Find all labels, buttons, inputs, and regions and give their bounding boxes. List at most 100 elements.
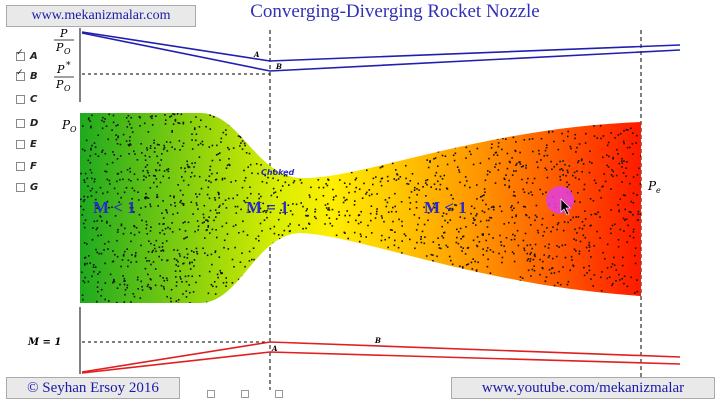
gas-particle [619, 228, 622, 231]
gas-particle [262, 210, 264, 213]
gas-particle [265, 113, 267, 116]
gas-particle [393, 151, 395, 154]
gas-particle [577, 160, 580, 162]
gas-particle [615, 269, 618, 271]
checkbox-c[interactable] [16, 95, 25, 104]
gas-particle [250, 192, 252, 195]
checkbox-b[interactable] [16, 68, 25, 81]
gas-particle [526, 259, 529, 262]
gas-particle [306, 133, 308, 136]
gas-particle [292, 239, 295, 242]
gas-particle [280, 209, 282, 211]
gas-particle [186, 236, 188, 238]
gas-particle [357, 222, 360, 225]
gas-particle [441, 235, 443, 237]
gas-particle [163, 146, 166, 149]
gas-particle [303, 164, 305, 167]
gas-particle [410, 296, 412, 298]
option-e[interactable]: E [16, 139, 37, 150]
gas-particle [199, 142, 202, 145]
gas-particle [302, 279, 305, 281]
gas-particle [235, 212, 238, 214]
gas-particle [89, 169, 92, 171]
gas-particle [367, 253, 369, 256]
gas-particle [519, 163, 522, 165]
gas-particle [102, 192, 104, 195]
gas-particle [142, 179, 145, 181]
checkbox-f[interactable] [16, 162, 25, 171]
gas-particle [621, 157, 623, 160]
checkbox-a[interactable] [16, 48, 25, 61]
gas-particle [330, 266, 333, 269]
gas-particle [175, 276, 177, 278]
gas-particle [342, 292, 345, 295]
control-box-3[interactable] [275, 390, 283, 398]
control-box-1[interactable] [207, 390, 215, 398]
gas-particle [215, 285, 218, 288]
gas-particle [455, 204, 457, 207]
gas-particle [475, 224, 477, 226]
gas-particle [590, 278, 592, 280]
gas-particle [334, 121, 337, 124]
gas-particle [427, 131, 430, 134]
gas-particle [355, 186, 357, 189]
gas-particle [239, 299, 242, 302]
gas-particle [148, 174, 151, 177]
gas-particle [216, 212, 218, 214]
gas-particle [171, 130, 173, 132]
option-c[interactable]: C [16, 94, 37, 105]
checkbox-e[interactable] [16, 140, 25, 149]
gas-particle [371, 155, 374, 158]
gas-particle [624, 219, 626, 221]
gas-particle [522, 188, 524, 191]
gas-particle [401, 258, 404, 261]
checkbox-d[interactable] [16, 119, 25, 128]
gas-particle [516, 297, 519, 300]
gas-particle [548, 121, 551, 124]
gas-particle [113, 278, 115, 281]
gas-particle [559, 168, 561, 171]
gas-particle [573, 248, 576, 251]
ratio-star-den-sub: O [64, 84, 71, 93]
checkbox-g[interactable] [16, 183, 25, 192]
gas-particle [617, 153, 619, 155]
gas-particle [330, 157, 332, 159]
gas-particle [498, 162, 501, 165]
gas-particle [531, 268, 534, 271]
pressure-curve-a [81, 31, 681, 62]
author-credit: © Seyhan Ersoy 2016 [6, 377, 180, 399]
gas-particle [329, 145, 332, 148]
gas-particle [338, 277, 340, 280]
gas-particle [623, 130, 625, 132]
option-f[interactable]: F [16, 161, 37, 172]
gas-particle [93, 178, 96, 180]
option-g[interactable]: G [16, 182, 38, 193]
gas-particle [195, 116, 197, 118]
gas-particle [604, 297, 607, 299]
gas-particle [576, 170, 578, 172]
control-box-2[interactable] [241, 390, 249, 398]
youtube-link[interactable]: www.youtube.com/mekanizmalar [451, 377, 715, 399]
gas-particle [202, 213, 205, 216]
gas-particle [419, 117, 421, 120]
gas-particle [432, 202, 435, 205]
gas-particle [393, 267, 396, 270]
gas-particle [297, 160, 300, 162]
gas-particle [593, 274, 596, 276]
gas-particle [153, 142, 155, 144]
option-d[interactable]: D [16, 118, 38, 129]
gas-particle [588, 269, 591, 272]
option-a[interactable]: A [16, 48, 38, 62]
website-link[interactable]: www.mekanizmalar.com [6, 5, 196, 27]
gas-particle [115, 124, 118, 127]
gas-particle [107, 138, 109, 141]
gas-particle [338, 214, 341, 216]
gas-particle [452, 154, 455, 157]
gas-particle [190, 121, 192, 123]
gas-particle [148, 286, 151, 289]
gas-particle [395, 179, 398, 181]
option-b[interactable]: B [16, 68, 38, 82]
gas-particle [177, 122, 179, 124]
gas-particle [239, 261, 242, 263]
gas-particle [460, 246, 462, 248]
